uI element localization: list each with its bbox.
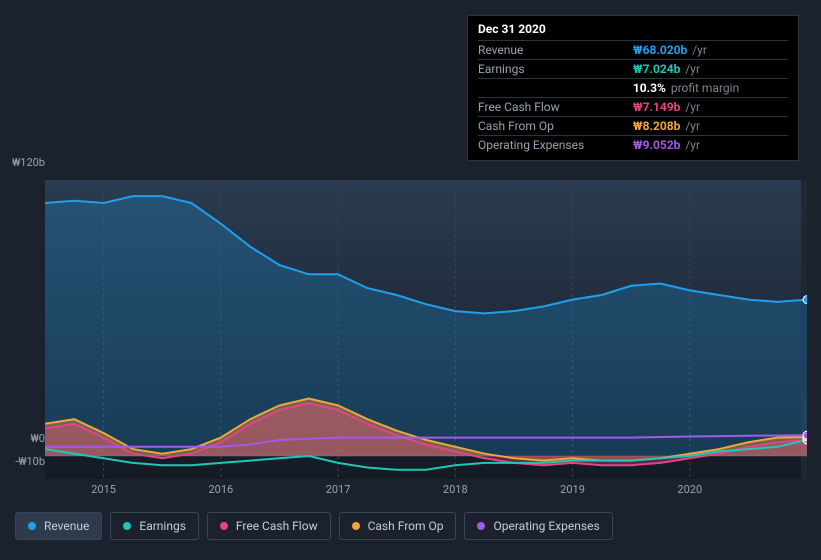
legend-label: Operating Expenses [493, 519, 599, 533]
tooltip-row: Cash From Op₩8.208b /yr [478, 117, 788, 136]
y-axis: ₩120b₩0-₩10b [0, 180, 45, 479]
chart-surface [45, 180, 807, 479]
tooltip-row-value: 10.3% profit margin [633, 79, 788, 98]
tooltip-table: Revenue₩68.020b /yrEarnings₩7.024b /yr10… [478, 40, 788, 154]
tooltip-row: Free Cash Flow₩7.149b /yr [478, 98, 788, 117]
legend-label: Free Cash Flow [236, 519, 318, 533]
x-tick-label: 2020 [677, 483, 702, 496]
legend-item-opex[interactable]: Operating Expenses [464, 512, 612, 540]
legend-dot-icon [477, 522, 485, 530]
legend-item-fcf[interactable]: Free Cash Flow [207, 512, 331, 540]
tooltip-row: 10.3% profit margin [478, 79, 788, 98]
legend-dot-icon [28, 522, 36, 530]
legend-label: Revenue [44, 519, 89, 533]
marker-revenue [803, 296, 807, 304]
tooltip-row-label: Cash From Op [478, 117, 633, 136]
tooltip-row-value: ₩68.020b /yr [633, 41, 788, 60]
tooltip-row-value: ₩7.024b /yr [633, 60, 788, 79]
tooltip-row-value: ₩7.149b /yr [633, 98, 788, 117]
y-tick-label: -₩10b [0, 455, 45, 468]
tooltip-row-label: Operating Expenses [478, 136, 633, 155]
legend-item-cashop[interactable]: Cash From Op [339, 512, 457, 540]
tooltip-row-label: Earnings [478, 60, 633, 79]
legend-dot-icon [123, 522, 131, 530]
legend-label: Cash From Op [368, 519, 444, 533]
tooltip-row: Revenue₩68.020b /yr [478, 41, 788, 60]
tooltip-row-value: ₩9.052b /yr [633, 136, 788, 155]
marker-opex [803, 431, 807, 439]
legend-dot-icon [220, 522, 228, 530]
legend-dot-icon [352, 522, 360, 530]
tooltip-row: Earnings₩7.024b /yr [478, 60, 788, 79]
legend-item-revenue[interactable]: Revenue [15, 512, 102, 540]
y-tick-label: ₩120b [0, 156, 45, 169]
x-tick-label: 2016 [208, 483, 233, 496]
y-tick-label: ₩0 [0, 432, 45, 445]
tooltip-row: Operating Expenses₩9.052b /yr [478, 136, 788, 155]
tooltip-row-label: Free Cash Flow [478, 98, 633, 117]
x-tick-label: 2015 [91, 483, 116, 496]
x-tick-label: 2017 [326, 483, 351, 496]
legend-label: Earnings [139, 519, 186, 533]
tooltip-row-value: ₩8.208b /yr [633, 117, 788, 136]
tooltip-date: Dec 31 2020 [478, 22, 788, 40]
x-tick-label: 2018 [443, 483, 468, 496]
legend: Revenue Earnings Free Cash Flow Cash From O… [15, 512, 613, 540]
tooltip-card: Dec 31 2020 Revenue₩68.020b /yrEarnings₩… [467, 15, 799, 161]
tooltip-row-label: Revenue [478, 41, 633, 60]
x-tick-label: 2019 [560, 483, 585, 496]
chart-svg [45, 180, 807, 479]
legend-item-earnings[interactable]: Earnings [110, 512, 199, 540]
tooltip-row-label [478, 79, 633, 98]
